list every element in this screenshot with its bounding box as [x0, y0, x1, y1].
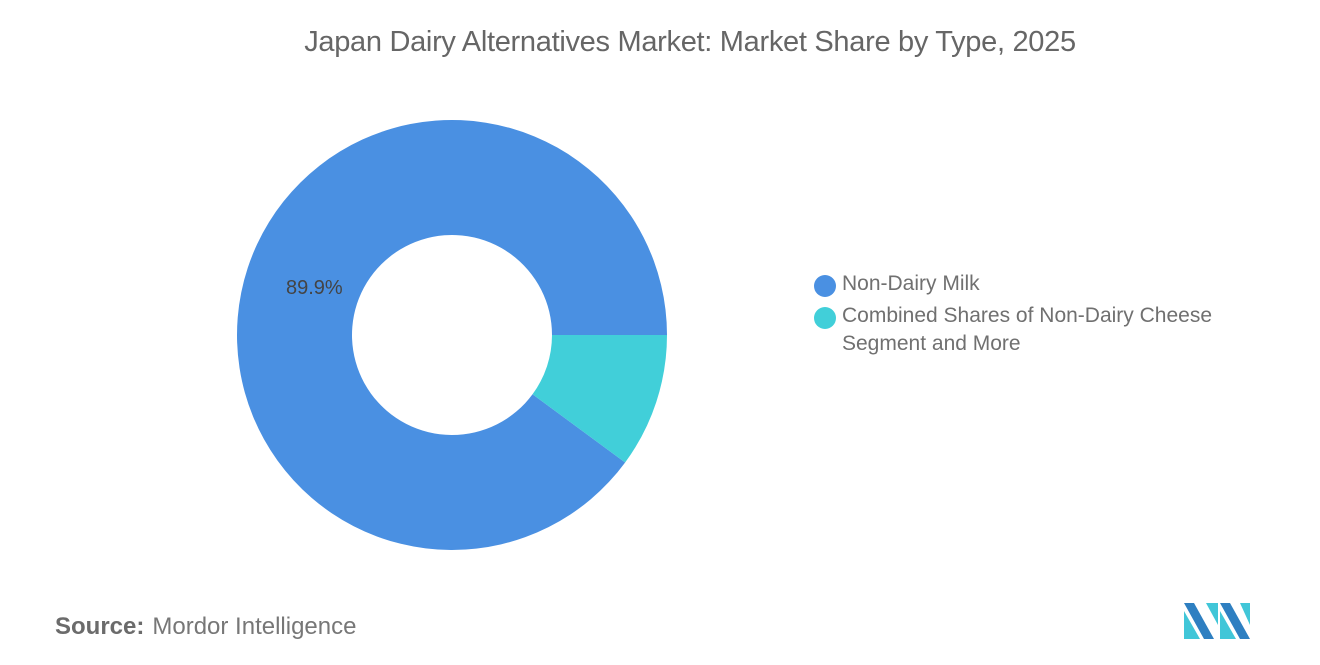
- mordor-logo-icon: [1184, 603, 1250, 639]
- legend-dot-icon: [814, 307, 836, 329]
- legend-item-non-dairy-milk[interactable]: Non-Dairy Milk: [814, 270, 1252, 298]
- legend-label: Combined Shares of Non-Dairy Cheese Segm…: [842, 304, 1213, 355]
- legend-dot-icon: [814, 275, 836, 297]
- slice-label-non-dairy-milk: 89.9%: [286, 277, 343, 299]
- source-value: Mordor Intelligence: [152, 613, 357, 640]
- legend-label: Non-Dairy Milk: [842, 272, 980, 295]
- slice-non-dairy-milk[interactable]: [237, 119, 668, 550]
- source-label: Source:: [55, 613, 145, 640]
- slice-combined-shares[interactable]: [532, 335, 667, 463]
- legend-item-combined-shares[interactable]: Combined Shares of Non-Dairy Cheese Segm…: [814, 302, 1252, 358]
- legend: Non-Dairy Milk Combined Shares of Non-Da…: [814, 270, 1252, 362]
- source-note: Source: Mordor Intelligence: [55, 613, 356, 641]
- chart-title: Japan Dairy Alternatives Market: Market …: [304, 26, 1076, 58]
- donut-slices: [237, 119, 668, 550]
